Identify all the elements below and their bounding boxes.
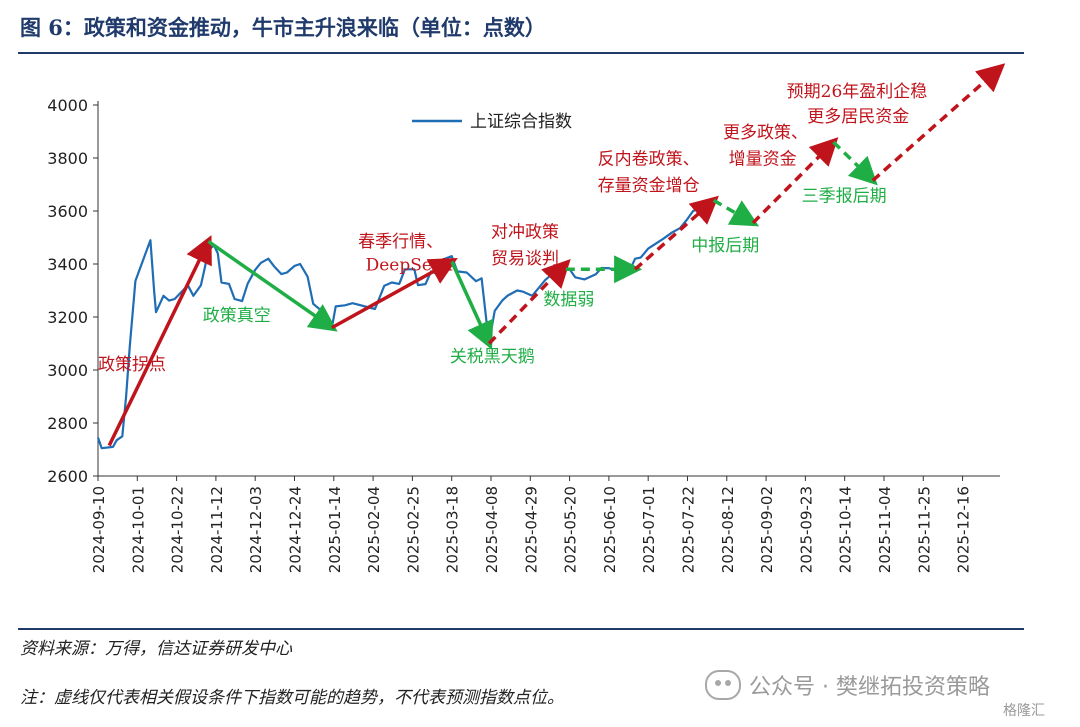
- title-divider: [18, 52, 1024, 54]
- x-tick-label: 2024-12-24: [286, 486, 304, 573]
- x-tick-label: 2025-02-25: [404, 486, 422, 573]
- x-tick-label: 2024-11-12: [208, 486, 226, 573]
- trend-arrow-down: [450, 260, 494, 350]
- y-tick-label: 2600: [47, 467, 88, 486]
- x-tick-label: 2025-06-10: [601, 486, 619, 573]
- x-tick-label: 2025-11-25: [915, 486, 933, 573]
- x-tick-label: 2025-09-23: [797, 486, 815, 573]
- x-tick-label: 2025-07-01: [640, 486, 658, 573]
- wechat-icon: [705, 670, 741, 700]
- x-tick-label: 2025-04-08: [483, 486, 501, 573]
- annotation-label: 关税黑天鹅: [450, 347, 535, 367]
- y-tick-label: 3600: [47, 202, 88, 221]
- annotation-label: 预期26年盈利企稳: [787, 82, 928, 102]
- footer-divider: [18, 628, 1024, 630]
- x-tick-label: 2025-01-14: [326, 486, 344, 573]
- source-note: 资料来源：万得，信达证券研发中心: [20, 639, 292, 659]
- y-tick-label: 3000: [47, 361, 88, 380]
- trend-arrow-down: [712, 198, 760, 227]
- trend-arrow-down: [832, 140, 878, 186]
- trend-arrow-up: [487, 258, 571, 345]
- annotation-label: 政策拐点: [98, 355, 166, 375]
- x-tick-label: 2025-03-18: [444, 486, 462, 573]
- trend-arrow-up: [331, 257, 458, 330]
- x-tick-label: 2024-12-03: [247, 486, 265, 573]
- watermark: 公众号 · 樊继拓投资策略: [705, 669, 990, 701]
- y-tick-label: 4000: [47, 96, 88, 115]
- annotation-label: 数据弱: [543, 290, 594, 310]
- y-tick-label: 2800: [47, 414, 88, 433]
- chart-title: 图 6：政策和资金推动，牛市主升浪来临（单位：点数）: [20, 15, 546, 40]
- trend-arrow-up: [633, 195, 719, 271]
- x-tick-label: 2025-07-22: [679, 486, 697, 573]
- annotation-label: 反内卷政策、: [598, 150, 700, 170]
- annotation-label: 增量资金: [729, 150, 797, 170]
- disclaimer-note: 注：虚线仅代表相关假设条件下指数可能的趋势，不代表预测指数点位。: [20, 688, 564, 708]
- annotation-label: 春季行情、: [358, 232, 443, 252]
- x-tick-label: 2025-10-14: [837, 486, 855, 573]
- x-tick-label: 2024-09-10: [90, 486, 108, 573]
- trend-arrows: [107, 63, 1006, 447]
- annotation-label: 存量资金增仓: [598, 176, 700, 196]
- chart-axes: 2600 2800 3000 3200 3400 3600 3800 4000 2024-09-…: [47, 96, 1000, 573]
- annotation-label: 更多政策、: [723, 123, 808, 143]
- trend-arrow-up: [107, 235, 212, 447]
- y-tick-label: 3200: [47, 308, 88, 327]
- chart-legend: 上证综合指数: [412, 112, 572, 132]
- x-tick-label: 2024-10-22: [169, 486, 187, 573]
- annotation-label: 贸易谈判: [491, 249, 559, 269]
- y-tick-label: 3800: [47, 149, 88, 168]
- x-tick-label: 2025-08-12: [719, 486, 737, 573]
- index-chart: 2600 2800 3000 3200 3400 3600 3800 4000 2024-09-…: [47, 63, 1006, 573]
- watermark-corner: 格隆汇: [1003, 703, 1045, 719]
- x-tick-label: 2025-05-20: [562, 486, 580, 573]
- annotation-label: DeepSeek: [366, 256, 453, 276]
- annotation-label: 政策真空: [203, 306, 271, 326]
- annotation-label: 中报后期: [691, 236, 759, 256]
- x-tick-label: 2025-12-16: [955, 486, 973, 573]
- trend-arrow-up: [871, 63, 1006, 182]
- trend-arrow-up: [751, 137, 839, 225]
- annotation-label: 三季报后期: [802, 187, 887, 207]
- legend-label: 上证综合指数: [470, 112, 572, 132]
- annotation-label: 更多居民资金: [807, 107, 909, 127]
- y-tick-label: 3400: [47, 255, 88, 274]
- x-tick-label: 2024-10-01: [129, 486, 147, 573]
- x-tick-label: 2025-09-02: [758, 486, 776, 573]
- x-tick-label: 2025-02-04: [365, 486, 383, 573]
- watermark-text: 公众号 · 樊继拓投资策略: [749, 675, 990, 700]
- annotation-label: 对冲政策: [491, 223, 559, 243]
- x-tick-label: 2025-04-29: [522, 486, 540, 573]
- trend-arrow-down: [207, 240, 338, 332]
- x-tick-label: 2025-11-04: [876, 486, 894, 573]
